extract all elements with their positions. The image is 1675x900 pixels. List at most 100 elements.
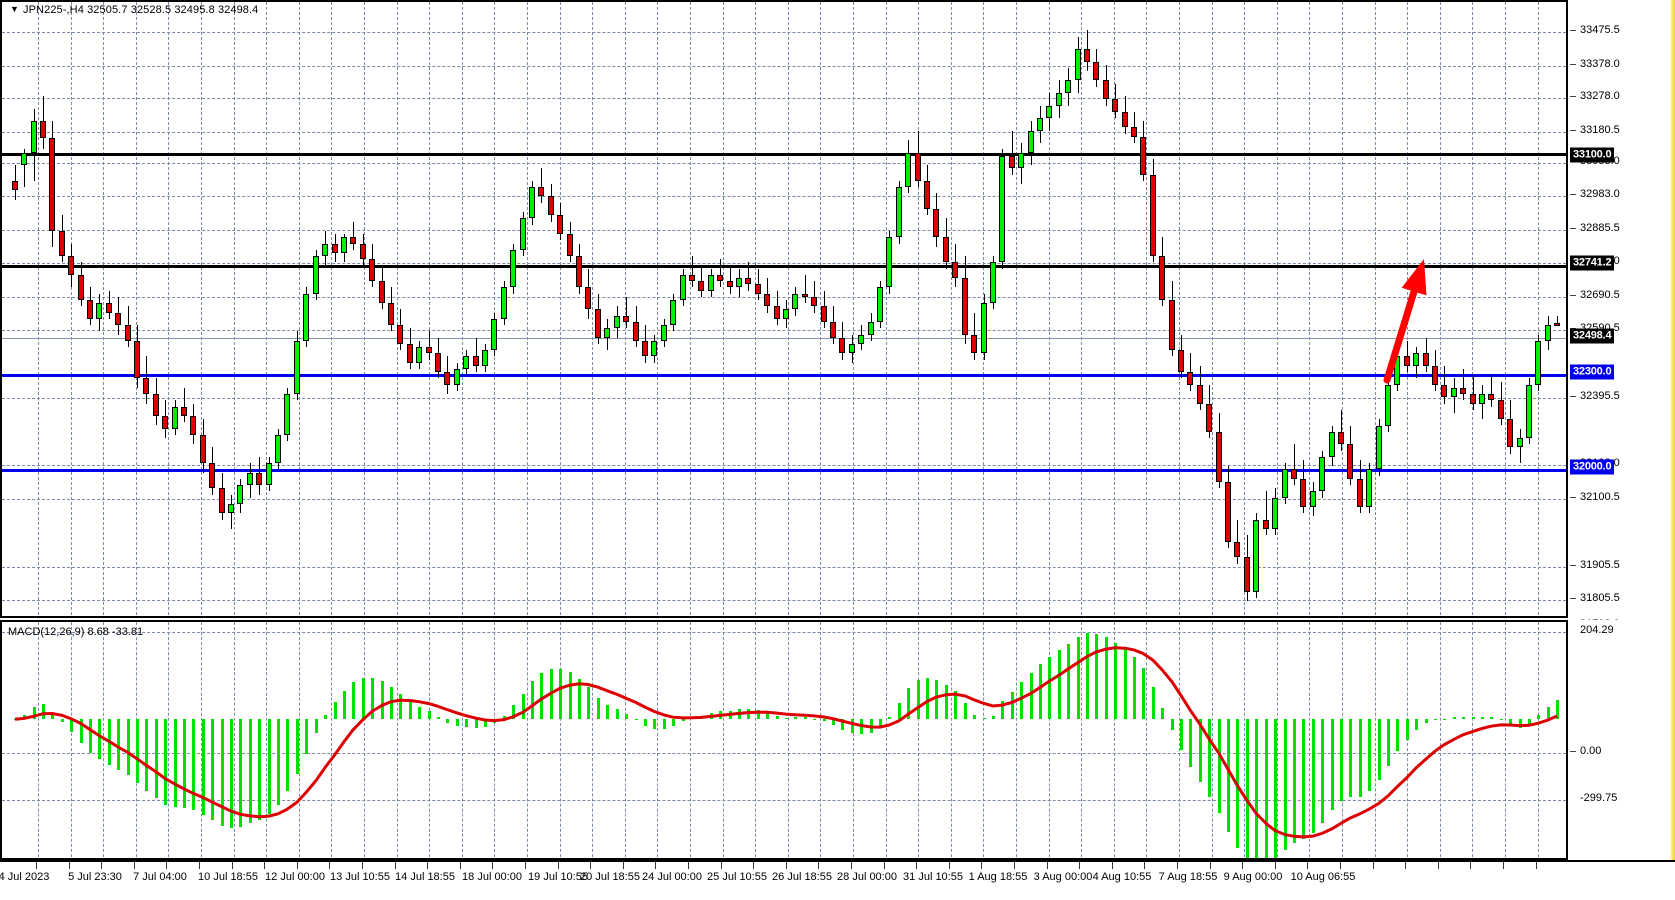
price-badge-black[interactable]: 32498.4 (1570, 328, 1615, 344)
candle-body-bearish (388, 303, 394, 326)
macd-histogram-bar (127, 719, 130, 776)
macd-pane[interactable]: MACD(12,26,9) 8.68 -33.81 (0, 620, 1568, 860)
macd-histogram-bar (136, 719, 139, 784)
macd-histogram-bar (672, 719, 675, 727)
candle-body-bearish (1206, 403, 1212, 432)
candle-wick (758, 268, 759, 300)
time-axis-label: 14 Jul 18:55 (395, 871, 455, 883)
candle-body-bearish (924, 180, 930, 210)
price-badge-blue[interactable]: 32000.0 (1570, 459, 1615, 475)
price-badge-blue[interactable]: 32300.0 (1570, 364, 1615, 380)
price-level-black[interactable] (2, 265, 1566, 268)
macd-histogram-bar (1368, 719, 1371, 791)
time-tick (395, 862, 396, 869)
macd-histogram-bar (1152, 687, 1155, 720)
price-badge-black[interactable]: 32741.2 (1570, 255, 1615, 271)
candle-body-bearish (209, 463, 215, 489)
macd-histogram-bar (1472, 717, 1475, 720)
price-chart-pane[interactable]: ▼ JPN225-,H4 32505.7 32528.5 32495.8 3249… (0, 0, 1568, 618)
time-tick (329, 862, 330, 869)
candle-body-bearish (1347, 444, 1353, 479)
candle-body-bearish (576, 256, 582, 288)
annotation-layer (1383, 259, 1427, 384)
candle-body-bearish (332, 243, 338, 253)
candle-body-bearish (350, 237, 356, 244)
price-axis[interactable]: 33475.533378.033278.033180.533083.032983… (1568, 0, 1675, 662)
time-tick (818, 862, 819, 869)
candle-body-bearish (1112, 99, 1118, 112)
time-axis[interactable]: 4 Jul 2023 5 Jul 23:30 7 Jul 04:00 10 Jul 1… (0, 860, 1675, 900)
macd-histogram-bar (174, 719, 177, 807)
macd-histogram-bar (1396, 719, 1399, 752)
macd-histogram-bar (1227, 719, 1230, 833)
candle-body-bearish (1404, 356, 1410, 366)
macd-histogram-bar (371, 678, 374, 720)
candle-body-bearish (87, 300, 93, 319)
candle-body-bullish (736, 278, 742, 288)
macd-histogram-bar (935, 679, 938, 720)
macd-histogram-bar (531, 680, 534, 720)
candle-body-bullish (990, 262, 996, 304)
candle-body-bearish (1093, 61, 1099, 81)
price-level-blue[interactable] (2, 469, 1566, 472)
candle-body-bearish (12, 180, 18, 191)
time-tick (1210, 862, 1211, 869)
macd-histogram-bar (1321, 719, 1324, 823)
candle-body-bullish (1329, 431, 1335, 457)
candle-body-bullish (905, 152, 911, 188)
time-tick (69, 862, 70, 869)
candle-body-bullish (482, 350, 488, 366)
price-level-thin[interactable] (2, 338, 1566, 339)
candle-body-bearish (538, 187, 544, 197)
macd-histogram-bar (964, 703, 967, 720)
candle-body-bullish (1545, 325, 1551, 341)
macd-histogram-bar (1425, 719, 1428, 724)
arrow-head (1401, 259, 1427, 296)
price-tick-label: 32100.5 (1570, 491, 1620, 503)
time-tick (688, 862, 689, 869)
candle-wick (476, 337, 477, 373)
macd-histogram-bar (399, 693, 402, 720)
candle-body-bearish (623, 315, 629, 322)
candle-body-bearish (1122, 111, 1128, 128)
time-tick (427, 862, 428, 869)
macd-tick-label: -299.75 (1580, 792, 1618, 804)
time-tick (1405, 862, 1406, 869)
price-badge-black[interactable]: 33100.0 (1570, 147, 1615, 163)
candle-body-bullish (1451, 387, 1457, 398)
macd-histogram-bar (315, 719, 318, 734)
time-axis-label: 7 Jul 04:00 (133, 871, 187, 883)
macd-histogram-bar (522, 693, 525, 720)
macd-histogram-bar (926, 677, 929, 720)
time-tick (1340, 862, 1341, 869)
candle-wick (1341, 409, 1342, 451)
triangle-down-icon[interactable]: ▼ (10, 4, 20, 14)
time-tick (36, 862, 37, 869)
symbol-readout-text: JPN225-,H4 32505.7 32528.5 32495.8 32498… (23, 4, 259, 16)
macd-histogram-bar (1180, 719, 1183, 751)
candle-body-bearish (839, 337, 845, 354)
macd-tick-label: 204.29 (1580, 624, 1614, 636)
macd-histogram-bar (954, 691, 957, 720)
macd-histogram-bar (776, 716, 779, 720)
candle-wick (541, 168, 542, 203)
price-tick-label: 31905.5 (1570, 559, 1620, 571)
macd-histogram-bar (1415, 719, 1418, 730)
macd-histogram-bar (1208, 719, 1211, 797)
candle-body-bearish (1488, 394, 1494, 401)
macd-axis[interactable]: 204.29 0.00 -299.75 (1568, 620, 1675, 860)
candle-body-bearish (811, 296, 817, 307)
candle-body-bearish (764, 293, 770, 307)
macd-histogram-bar (249, 719, 252, 823)
candle-body-bearish (78, 274, 84, 301)
macd-histogram-bar (1077, 636, 1080, 720)
candle-body-bearish (1244, 557, 1250, 592)
price-level-blue[interactable] (2, 374, 1566, 377)
price-level-black[interactable] (2, 153, 1566, 156)
time-axis-label: 1 Aug 18:55 (968, 871, 1028, 883)
time-tick (525, 862, 526, 869)
time-axis-label: 28 Jul 00:00 (837, 871, 897, 883)
candle-body-bullish (1037, 118, 1043, 131)
macd-histogram-bar (1349, 719, 1352, 798)
macd-histogram-bar (221, 719, 224, 826)
